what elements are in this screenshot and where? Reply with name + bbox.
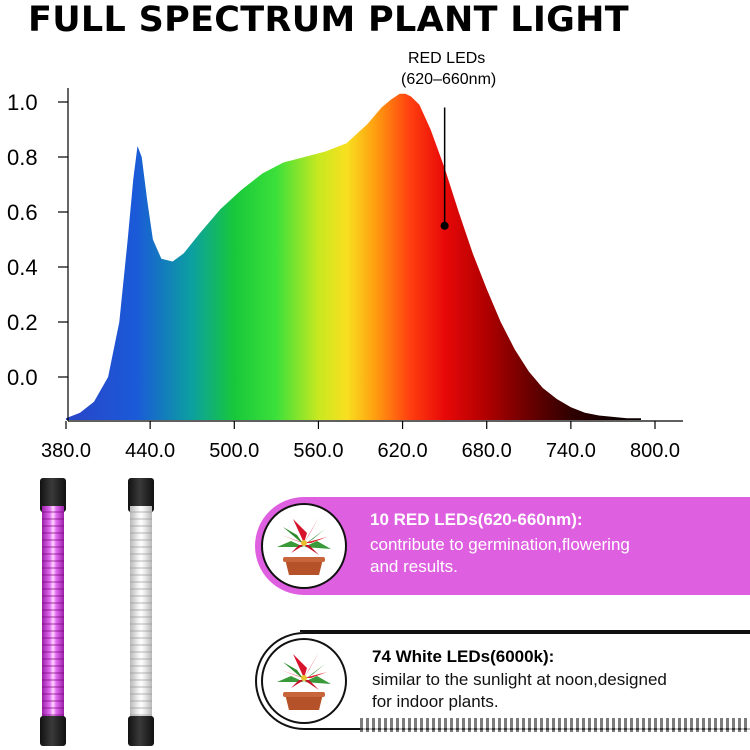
white-leds-panel: 74 White LEDs(6000k): similar to the sun… [255,632,750,730]
y-tick-label: 0.6 [7,200,38,225]
x-tick-label: 800.0 [630,440,680,462]
tube-bottom-cap [128,716,154,746]
white-led-tube [128,478,154,746]
tube-led-strip [42,506,64,722]
tube-bottom-cap [40,716,66,746]
red-leds-description-line-2: and results. [370,557,458,576]
x-tick-label: 680.0 [462,440,512,462]
white-leds-description-line-1: similar to the sunlight at noon,designed [372,670,667,689]
x-tick-label: 620.0 [378,440,428,462]
white-leds-description-line-2: for indoor plants. [372,692,499,711]
white-leds-title: 74 White LEDs(6000k): [372,647,555,666]
cropped-text-strip [360,718,750,732]
red-leds-title: 10 RED LEDs(620-660nm): [370,510,583,529]
plant-icon [261,638,347,724]
y-tick-label: 1.0 [7,90,38,115]
annotation-dot [440,221,449,230]
divider [300,630,750,632]
spectrum-chart: 1.0 0.8 0.6 0.4 0.2 0.0 380.0 440.0 500.0 560.0 62… [7,50,683,462]
x-tick-label: 500.0 [209,440,259,462]
plant-icon [261,503,347,589]
tube-led-strip [130,506,152,722]
x-tick-label: 380.0 [41,440,91,462]
y-tick-label: 0.2 [7,310,38,335]
y-tick-label: 0.0 [7,365,38,390]
x-tick-label: 740.0 [546,440,596,462]
x-tick-label: 560.0 [293,440,343,462]
page-title: FULL SPECTRUM PLANT LIGHT [28,0,629,40]
annotation-label-line-2: (620–660nm) [401,71,496,88]
red-leds-description-line-1: contribute to germination,flowering [370,535,630,554]
y-tick-label: 0.8 [7,145,38,170]
spectrum-area [66,93,641,421]
annotation-label-line-1: RED LEDs [408,50,485,67]
y-tick-label: 0.4 [7,255,38,280]
x-tick-label: 440.0 [125,440,175,462]
purple-led-tube [40,478,66,746]
red-leds-panel: 10 RED LEDs(620-660nm): contribute to ge… [255,497,750,595]
